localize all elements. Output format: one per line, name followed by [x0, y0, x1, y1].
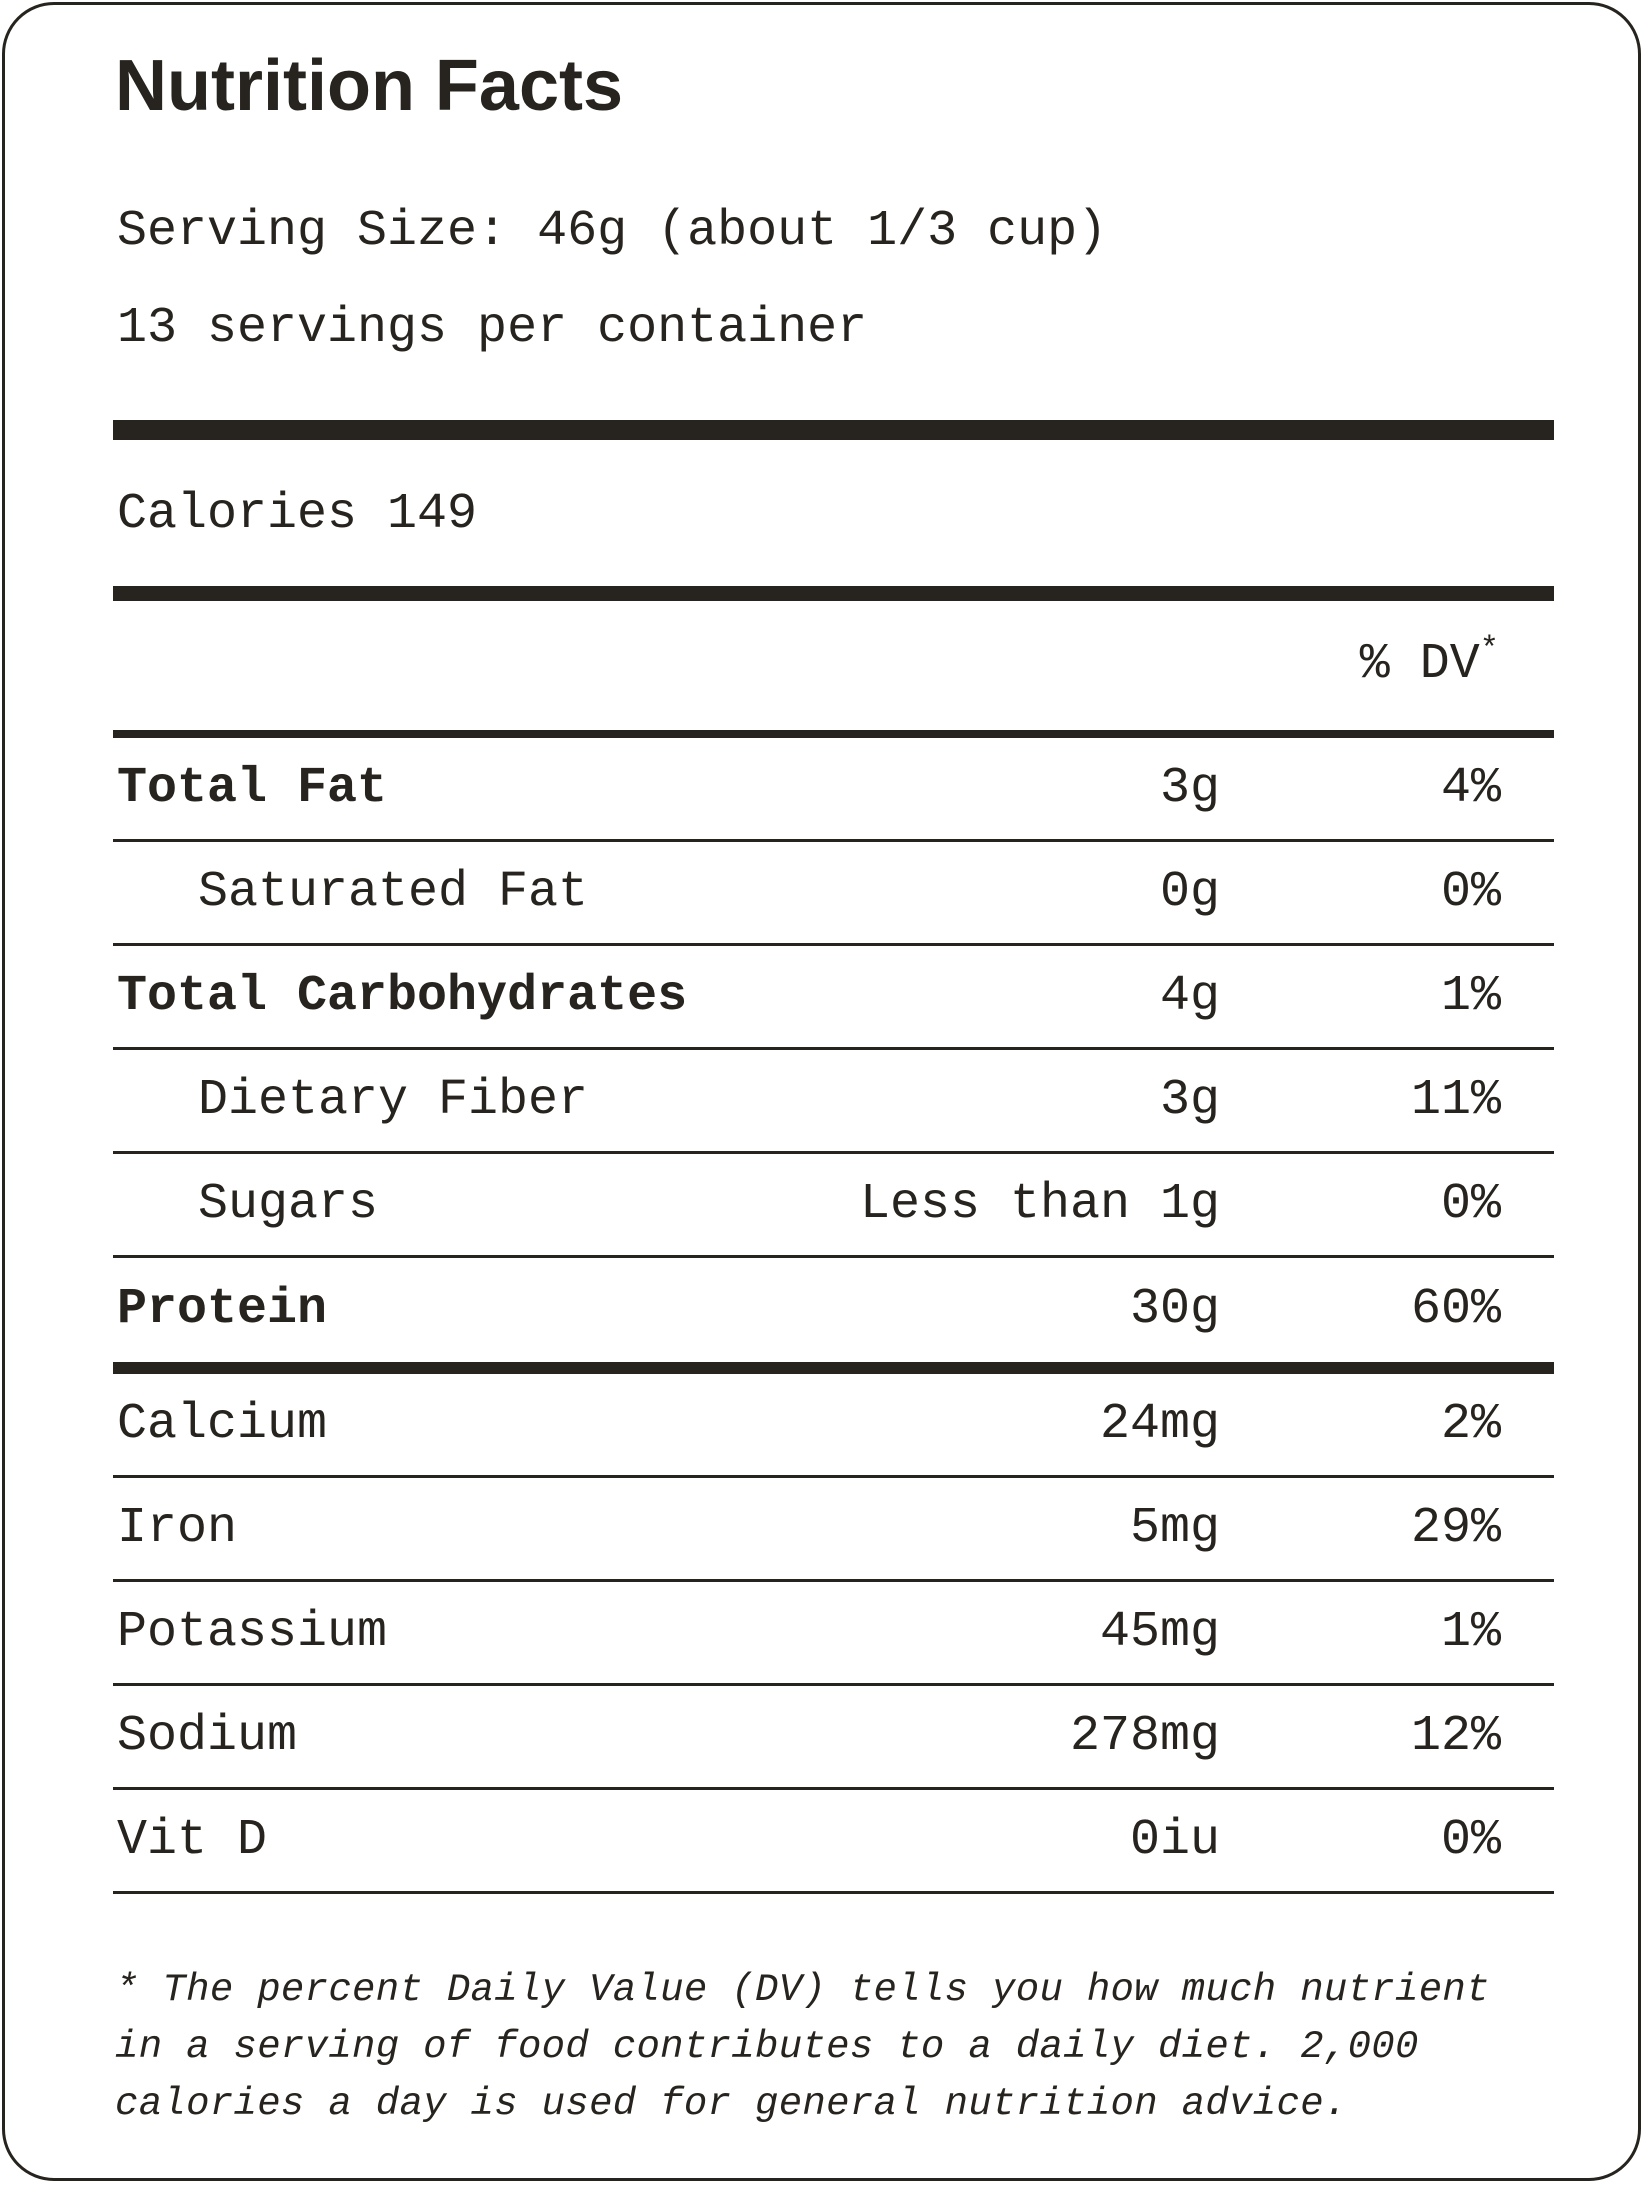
- nutrient-row-protein: Protein 30g 60%: [113, 1258, 1554, 1362]
- mineral-name: Iron: [117, 1499, 238, 1557]
- nutrient-name: Dietary Fiber: [198, 1071, 589, 1129]
- nutrient-amount: 3g: [1159, 1071, 1220, 1129]
- mineral-daily-value: 1%: [1440, 1603, 1501, 1661]
- mineral-row-potassium: Potassium 45mg 1%: [113, 1582, 1554, 1686]
- nutrient-daily-value: 11%: [1410, 1071, 1501, 1129]
- nutrient-row-saturated-fat: Saturated Fat 0g 0%: [113, 842, 1554, 946]
- mineral-daily-value: 29%: [1410, 1499, 1501, 1557]
- mineral-amount: 278mg: [1069, 1707, 1220, 1765]
- nutrient-amount: 4g: [1159, 967, 1220, 1025]
- nutrient-amount: Less than 1g: [859, 1175, 1220, 1233]
- thick-divider: [113, 420, 1554, 440]
- nutrient-name: Sugars: [198, 1175, 379, 1233]
- nutrient-row-total-carbohydrates: Total Carbohydrates 4g 1%: [113, 946, 1554, 1050]
- mineral-daily-value: 12%: [1410, 1707, 1501, 1765]
- daily-value-asterisk: *: [1479, 631, 1499, 668]
- servings-per-container: 13 servings per container: [117, 300, 868, 357]
- nutrient-daily-value: 0%: [1440, 1175, 1501, 1233]
- daily-value-header-text: % DV: [1359, 636, 1480, 693]
- nutrient-amount: 3g: [1159, 759, 1220, 817]
- mineral-name: Calcium: [117, 1395, 328, 1453]
- nutrient-name: Saturated Fat: [198, 863, 589, 921]
- daily-value-header: % DV*: [1360, 634, 1499, 690]
- nutrient-row-dietary-fiber: Dietary Fiber 3g 11%: [113, 1050, 1554, 1154]
- nutrient-daily-value: 4%: [1440, 759, 1501, 817]
- mineral-daily-value: 0%: [1440, 1811, 1501, 1869]
- mineral-row-sodium: Sodium 278mg 12%: [113, 1686, 1554, 1790]
- thick-divider: [113, 586, 1554, 601]
- nutrient-row-total-fat: Total Fat 3g 4%: [113, 738, 1554, 842]
- nutrient-amount: 30g: [1129, 1281, 1220, 1338]
- mineral-name: Sodium: [117, 1707, 298, 1765]
- mineral-amount: 24mg: [1099, 1395, 1220, 1453]
- mineral-amount: 5mg: [1129, 1499, 1220, 1557]
- mineral-name: Potassium: [117, 1603, 388, 1661]
- nutrient-row-sugars: Sugars Less than 1g 0%: [113, 1154, 1554, 1258]
- nutrient-daily-value: 0%: [1440, 863, 1501, 921]
- mineral-daily-value: 2%: [1440, 1395, 1501, 1453]
- daily-value-footnote: * The percent Daily Value (DV) tells you…: [115, 1968, 1490, 2126]
- calories: Calories 149: [117, 486, 478, 543]
- medium-divider: [113, 730, 1554, 738]
- serving-size: Serving Size: 46g (about 1/3 cup): [117, 203, 1108, 260]
- nutrient-name: Total Fat: [117, 759, 388, 817]
- nutrient-daily-value: 60%: [1410, 1281, 1501, 1338]
- nutrient-amount: 0g: [1159, 863, 1220, 921]
- mineral-row-vit-d: Vit D 0iu 0%: [113, 1790, 1554, 1894]
- mineral-name: Vit D: [117, 1811, 268, 1869]
- mineral-amount: 0iu: [1129, 1811, 1220, 1869]
- thick-divider: [113, 1362, 1554, 1374]
- mineral-amount: 45mg: [1099, 1603, 1220, 1661]
- nutrient-name: Protein: [117, 1281, 328, 1338]
- mineral-row-iron: Iron 5mg 29%: [113, 1478, 1554, 1582]
- nutrient-name: Total Carbohydrates: [117, 967, 688, 1025]
- nutrient-daily-value: 1%: [1440, 967, 1501, 1025]
- label-title: Nutrition Facts: [115, 46, 624, 126]
- mineral-row-calcium: Calcium 24mg 2%: [113, 1374, 1554, 1478]
